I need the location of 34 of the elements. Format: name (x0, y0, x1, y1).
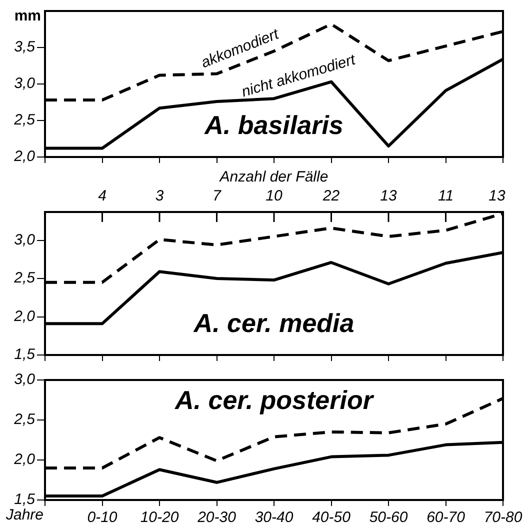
y-tick-label: 1,5 (14, 491, 36, 508)
text: 11 (438, 188, 454, 205)
x-tick-label: 60-70 (426, 509, 466, 526)
x-tick-label: 50-60 (369, 509, 408, 526)
text: 13 (488, 188, 506, 205)
x-tick-label: 70-80 (484, 509, 523, 526)
text: Anzahl der Fälle (218, 168, 328, 186)
x-tick-label: 40-50 (312, 509, 352, 526)
text: A. basilaris (204, 110, 344, 140)
text: 13 (380, 188, 398, 205)
y-tick-label: 2,0 (13, 308, 36, 325)
y-tick-label: 1,5 (14, 346, 36, 364)
text: 7 (212, 188, 222, 205)
y-tick-label: 3,0 (14, 231, 36, 248)
text: 3 (155, 188, 164, 205)
y-tick-label: 3,5 (14, 38, 36, 56)
x-tick-label: 0-10 (87, 509, 118, 526)
text: 4 (98, 188, 106, 205)
y-axis-title: mm (14, 8, 41, 25)
y-tick-label: 2,0 (13, 451, 36, 468)
text: A. cer. media (192, 308, 354, 338)
y-tick-label: 2,5 (13, 411, 36, 428)
y-tick-label: 3,0 (14, 371, 36, 388)
x-axis-title: Jahre (5, 506, 44, 524)
chart-title: A. cer. posterior (174, 385, 375, 416)
text: 10 (266, 188, 283, 205)
y-tick-label: 3,0 (14, 75, 36, 92)
text: 22 (322, 188, 340, 205)
y-tick-label: 2,0 (13, 148, 36, 166)
x-tick-label: 20-30 (196, 509, 237, 526)
x-tick-label: 10-20 (140, 509, 180, 526)
x-tick-label: 30-40 (254, 509, 294, 526)
y-tick-label: 2,5 (13, 270, 36, 287)
y-tick-label: 2,5 (13, 112, 36, 129)
